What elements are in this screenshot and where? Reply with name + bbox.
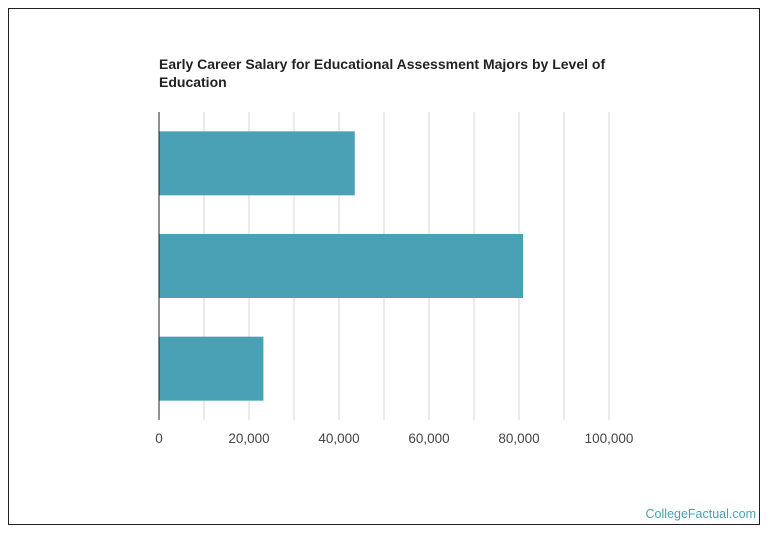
x-axis-ticks: 0 20,000 40,000 60,000 80,000 100,000 bbox=[155, 431, 633, 446]
bar-2 bbox=[159, 234, 524, 298]
x-tick-label: 100,000 bbox=[585, 431, 634, 446]
chart-title: Early Career Salary for Educational Asse… bbox=[159, 56, 606, 90]
x-tick-label: 60,000 bbox=[408, 431, 449, 446]
bar-3 bbox=[159, 336, 264, 401]
bar-1 bbox=[159, 131, 355, 196]
credit-link[interactable]: CollegeFactual.com bbox=[645, 507, 756, 521]
x-tick-label: 40,000 bbox=[318, 431, 359, 446]
x-tick-label: 20,000 bbox=[228, 431, 269, 446]
x-tick-label: 80,000 bbox=[498, 431, 539, 446]
bars bbox=[159, 131, 524, 401]
x-tick-label: 0 bbox=[155, 431, 163, 446]
